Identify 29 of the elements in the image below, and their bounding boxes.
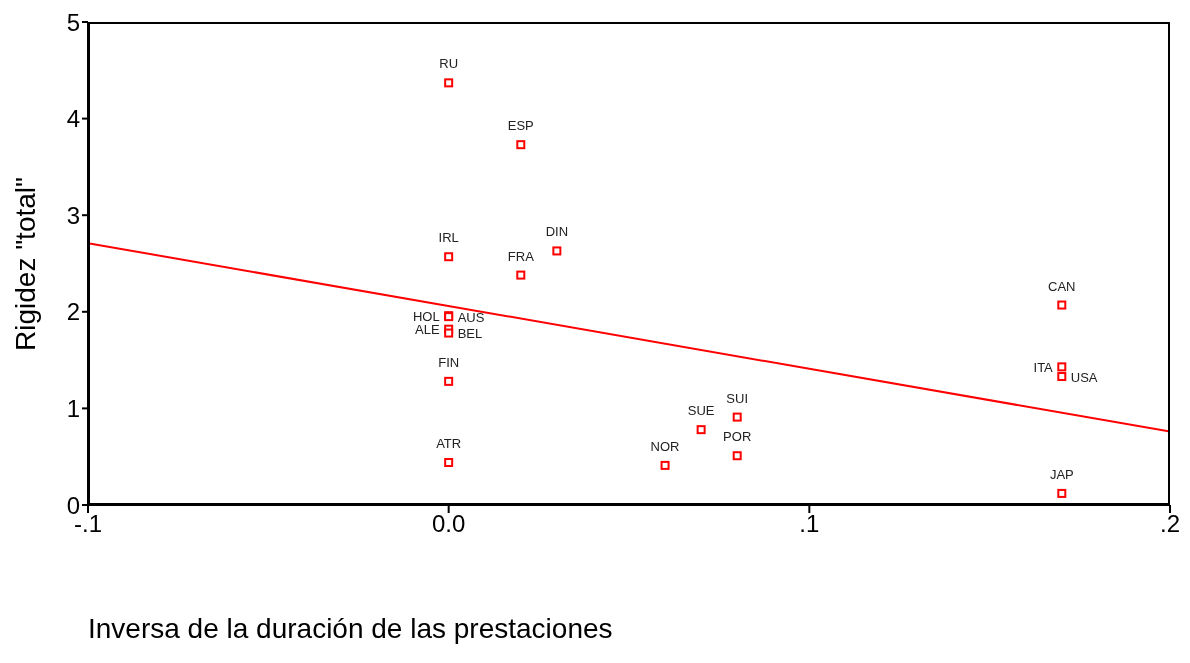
y-tick-label: 4	[66, 105, 80, 133]
data-label: ALE	[415, 322, 440, 338]
x-axis-title: Inversa de la duración de las prestaciones	[88, 613, 613, 645]
data-label: AUS	[457, 309, 485, 325]
data-label: USA	[1070, 369, 1098, 385]
x-tick-label: .2	[1159, 510, 1181, 538]
y-tick-label: 2	[66, 298, 80, 326]
x-tick-label: 0.0	[431, 510, 466, 538]
data-label: RU	[439, 56, 459, 72]
data-label: HOL	[412, 308, 440, 324]
data-label: NOR	[650, 438, 680, 454]
data-label: DIN	[545, 224, 569, 240]
data-label: JAP	[1049, 466, 1074, 482]
data-label: IRL	[438, 230, 459, 246]
data-label: FRA	[507, 248, 535, 264]
data-label: SUI	[726, 390, 749, 406]
data-label: ITA	[1033, 359, 1054, 375]
data-label: BEL	[457, 326, 483, 342]
y-tick-label: 5	[66, 8, 80, 36]
y-tick-label: 1	[66, 394, 80, 422]
x-tick-label: .1	[799, 510, 820, 538]
data-label: SUE	[687, 403, 715, 419]
y-axis-title: Rigidez "total"	[10, 176, 42, 351]
data-label: POR	[723, 429, 752, 445]
y-tick-label: 3	[66, 201, 80, 229]
data-label: ESP	[507, 118, 534, 134]
data-label: ATR	[436, 435, 462, 451]
data-label: FIN	[438, 354, 460, 370]
data-label: CAN	[1048, 278, 1076, 294]
